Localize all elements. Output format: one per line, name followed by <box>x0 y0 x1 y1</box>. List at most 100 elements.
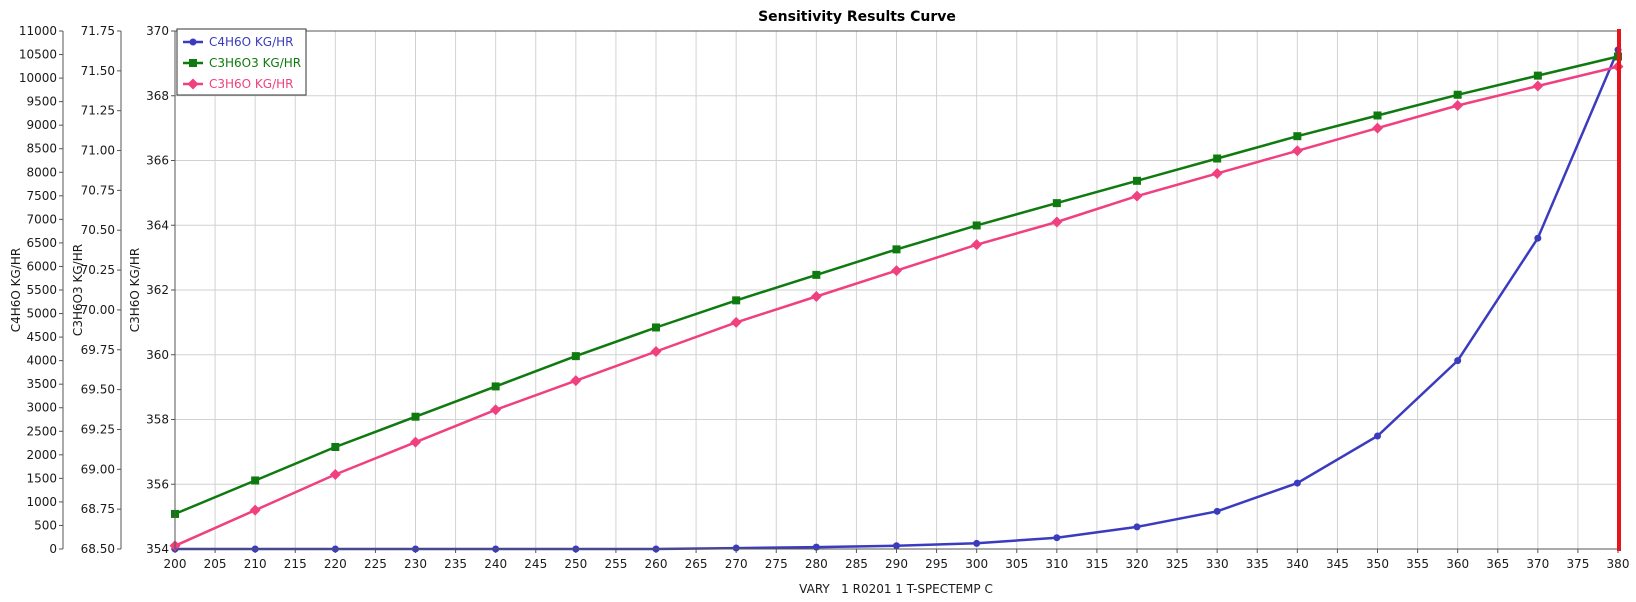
x-tick-label: 210 <box>244 557 267 571</box>
y-tick-label-c4: 3000 <box>26 401 57 415</box>
x-tick-label: 315 <box>1085 557 1108 571</box>
y-tick-label-c3o3: 71.25 <box>81 104 115 118</box>
legend-item-c4[interactable]: C4H6O KG/HR <box>183 35 294 49</box>
y-tick-label-c3o3: 68.50 <box>81 542 115 556</box>
x-tick-label: 270 <box>725 557 748 571</box>
data-point-c3o3[interactable] <box>1213 154 1222 163</box>
data-point-c3o3[interactable] <box>1533 71 1542 80</box>
y-tick-label-c3o3: 70.25 <box>81 263 115 277</box>
data-point-c3o3[interactable] <box>652 323 660 332</box>
data-point-c4[interactable] <box>1053 534 1061 542</box>
data-point-c3o[interactable] <box>329 469 341 481</box>
x-tick-label: 355 <box>1406 557 1429 571</box>
data-point-c3o3[interactable] <box>1373 111 1382 120</box>
x-tick-label: 200 <box>164 557 187 571</box>
legend-item-c3o3[interactable]: C3H6O3 KG/HR <box>183 56 301 70</box>
data-point-c3o[interactable] <box>971 239 983 251</box>
data-point-c3o3[interactable] <box>1133 176 1141 185</box>
data-point-c3o[interactable] <box>249 504 261 516</box>
chart-title: Sensitivity Results Curve <box>758 9 956 25</box>
data-point-c3o[interactable] <box>891 265 902 277</box>
y-tick-label-c3o: 366 <box>146 154 169 168</box>
y-tick-label-c4: 6000 <box>26 259 57 273</box>
data-point-c3o[interactable] <box>1452 99 1464 111</box>
y-tick-label-c4: 4500 <box>26 330 57 344</box>
data-point-c3o[interactable] <box>1131 190 1143 202</box>
data-point-c4[interactable] <box>893 542 900 550</box>
x-tick-label: 235 <box>444 557 467 571</box>
x-tick-label: 340 <box>1286 557 1309 571</box>
y-tick-label-c4: 2000 <box>26 448 57 462</box>
data-point-c3o3[interactable] <box>251 476 260 485</box>
data-point-c3o[interactable] <box>570 375 582 387</box>
legend[interactable]: C4H6O KG/HR C3H6O3 KG/HR C3H6O KG/HR <box>176 28 307 96</box>
data-point-c4[interactable] <box>1133 523 1141 531</box>
data-point-c3o3[interactable] <box>1052 199 1061 208</box>
y-tick-label-c3o3: 69.00 <box>81 462 115 476</box>
y-tick-label-c3o: 354 <box>146 542 169 556</box>
data-point-c3o3[interactable] <box>411 412 420 421</box>
y-tick-label-c4: 5500 <box>26 283 57 297</box>
data-point-c3o3[interactable] <box>571 352 580 361</box>
y-tick-label-c4: 1500 <box>26 471 57 485</box>
legend-label: C3H6O3 KG/HR <box>209 56 301 70</box>
data-point-c4[interactable] <box>973 539 981 547</box>
data-point-c3o[interactable] <box>410 436 421 448</box>
x-tick-label: 310 <box>1045 557 1068 571</box>
x-axis-label: VARY 1 R0201 1 T-SPECTEMP C <box>799 582 993 596</box>
y-tick-label-c3o3: 71.75 <box>81 24 115 38</box>
data-point-c4[interactable] <box>1293 479 1301 487</box>
legend-item-c3o[interactable]: C3H6O KG/HR <box>183 77 294 91</box>
x-tick-label: 275 <box>765 557 788 571</box>
data-point-c4[interactable] <box>732 544 740 552</box>
x-tick-label: 250 <box>564 557 587 571</box>
data-point-c3o[interactable] <box>1372 122 1383 134</box>
data-point-c4[interactable] <box>812 543 820 551</box>
x-tick-label: 330 <box>1206 557 1229 571</box>
data-point-c3o3[interactable] <box>972 221 981 230</box>
data-point-c3o[interactable] <box>490 404 502 416</box>
y-tick-label-c3o: 370 <box>146 24 169 38</box>
legend-marker[interactable] <box>189 59 197 67</box>
x-tick-label: 265 <box>685 557 708 571</box>
data-point-c4[interactable] <box>1374 432 1381 440</box>
y-tick-label-c4: 2500 <box>26 424 57 438</box>
data-point-c3o[interactable] <box>1051 216 1063 228</box>
data-point-c3o3[interactable] <box>1453 90 1462 99</box>
y-tick-label-c3o: 360 <box>146 348 169 362</box>
data-point-c3o[interactable] <box>810 290 822 302</box>
y-tick-label-c3o3: 70.75 <box>81 183 115 197</box>
data-point-c3o3[interactable] <box>812 270 821 279</box>
y-tick-label-c4: 9500 <box>26 95 57 109</box>
data-point-c3o3[interactable] <box>491 382 500 391</box>
x-tick-label: 260 <box>645 557 668 571</box>
data-point-c4[interactable] <box>1534 234 1542 242</box>
y-tick-label-c4: 10500 <box>19 48 57 62</box>
y-axis-label-c3h6o3: C3H6O3 KG/HR <box>71 244 85 336</box>
x-tick-label: 240 <box>484 557 507 571</box>
data-point-c3o3[interactable] <box>892 245 901 254</box>
data-point-c4[interactable] <box>1454 357 1462 365</box>
y-tick-label-c4: 8500 <box>26 142 57 156</box>
data-point-c3o3[interactable] <box>1293 132 1302 141</box>
x-tick-label: 345 <box>1326 557 1349 571</box>
y-tick-label-c3o: 356 <box>146 477 169 491</box>
x-tick-label: 305 <box>1005 557 1028 571</box>
data-point-c3o[interactable] <box>1532 80 1544 92</box>
y-tick-label-c3o: 364 <box>146 218 169 232</box>
data-point-c3o3[interactable] <box>732 296 741 305</box>
x-tick-label: 230 <box>404 557 427 571</box>
data-point-c3o3[interactable] <box>331 442 340 451</box>
data-point-c3o[interactable] <box>1291 145 1303 157</box>
data-point-c3o[interactable] <box>650 346 662 358</box>
data-point-c3o[interactable] <box>1211 167 1223 179</box>
x-tick-label: 335 <box>1246 557 1269 571</box>
y-tick-label-c3o3: 70.50 <box>81 223 115 237</box>
x-tick-label: 220 <box>324 557 347 571</box>
data-point-c4[interactable] <box>1213 507 1221 515</box>
y-tick-label-c3o3: 69.50 <box>81 383 115 397</box>
legend-marker[interactable] <box>189 38 197 46</box>
legend-marker[interactable] <box>187 78 199 90</box>
data-point-c3o[interactable] <box>730 316 742 328</box>
